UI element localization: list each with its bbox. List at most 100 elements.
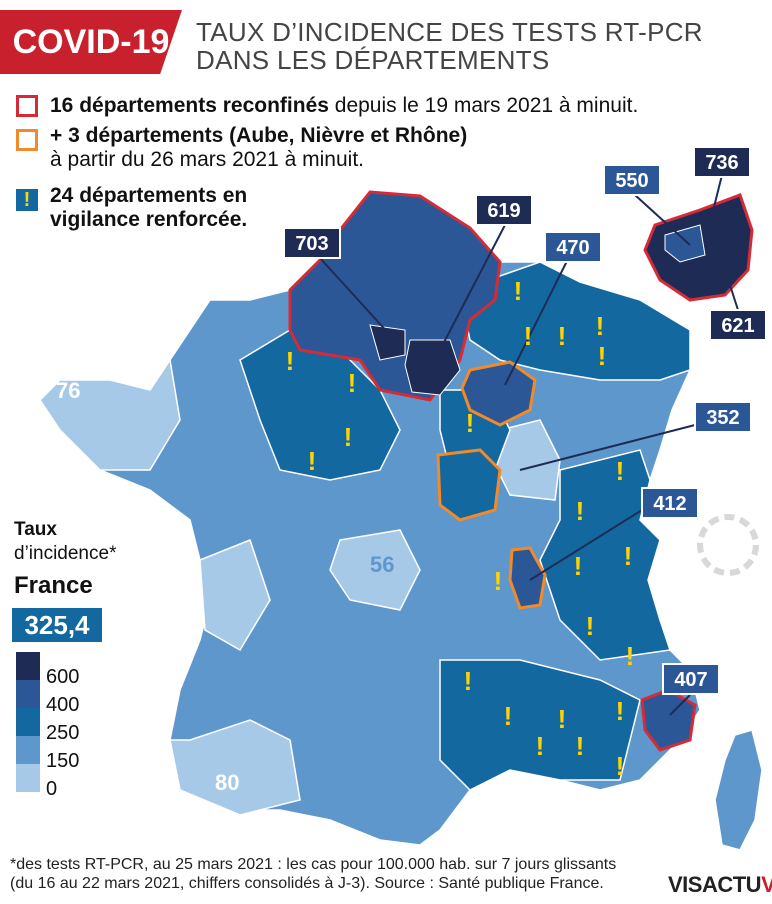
- region-paris-dark: [404, 339, 461, 396]
- callout-470: 470: [544, 231, 602, 263]
- callout-621-label: 621: [721, 315, 754, 337]
- alert-icon: !: [616, 456, 625, 486]
- alert-markers: ! ! ! ! ! ! ! ! ! ! ! ! ! ! ! ! ! ! ! ! …: [286, 276, 635, 781]
- incidence-label-line1: Taux: [14, 519, 57, 540]
- region-paris-ring: [369, 324, 406, 361]
- scale-swatch: [16, 652, 40, 680]
- region-light-west2: [199, 539, 271, 652]
- alert-icon: !: [586, 611, 595, 641]
- footnote: *des tests RT-PCR, au 25 mars 2021 : les…: [10, 855, 616, 893]
- scale-swatch: [16, 736, 40, 764]
- alert-icon: !: [536, 731, 545, 761]
- alert-icon: !: [576, 496, 585, 526]
- map-label-56: 56: [370, 552, 394, 577]
- legend-reconfined-bold: 16 départements reconfinés: [50, 94, 329, 117]
- region-mid-south: [439, 659, 641, 791]
- callout-407: 407: [662, 663, 720, 695]
- callout-412: 412: [641, 487, 699, 519]
- red-outline-swatch: [16, 95, 38, 117]
- alert-icon: !: [494, 566, 503, 596]
- region-light-west: [39, 358, 181, 471]
- scale-swatch: [16, 764, 40, 792]
- callout-703-label: 703: [295, 233, 328, 255]
- footnote-line2: (du 16 au 22 mars 2021, chiffers consoli…: [10, 875, 604, 892]
- alert-icon: !: [616, 751, 625, 781]
- scale-label: 150: [46, 750, 80, 772]
- title-line-1: TAUX D’INCIDENCE DES TESTS RT-PCR: [196, 17, 703, 47]
- dept-rhone: [508, 546, 547, 610]
- callout-550-label: 550: [615, 170, 648, 192]
- alert-icon: !: [616, 696, 625, 726]
- legend-reconfined-rest: depuis le 19 mars 2021 à minuit.: [328, 94, 639, 117]
- callout-736-label: 736: [705, 152, 738, 174]
- visactu-logo: VISACTUV: [668, 872, 772, 898]
- alert-icon: !: [466, 408, 475, 438]
- alert-icon: !: [574, 551, 583, 581]
- callout-619: 619: [475, 194, 533, 226]
- map-label-76: 76: [56, 378, 80, 403]
- region-mid-east: [459, 261, 691, 381]
- legend-orange-line2: à partir du 26 mars 2021 à minuit.: [50, 148, 364, 171]
- callout-703: 703: [283, 227, 341, 259]
- france-value: 325,4: [12, 608, 102, 642]
- alert-icon: !: [598, 341, 607, 371]
- scale-swatch: [16, 708, 40, 736]
- scale-swatch: [16, 680, 40, 708]
- alert-icon: !: [596, 311, 605, 341]
- callout-407-label: 407: [674, 669, 707, 691]
- legend-orange: + 3 départements (Aube, Nièvre et Rhône)…: [16, 124, 467, 172]
- region-light-center: [329, 529, 421, 611]
- alert-icon: !: [558, 321, 567, 351]
- alert-icon: !: [504, 701, 513, 731]
- alert-icon: !: [464, 666, 473, 696]
- region-mid-alps: [539, 449, 671, 661]
- alert-swatch-icon: !: [16, 189, 38, 211]
- corsica: [714, 729, 763, 851]
- callout-412-label: 412: [653, 493, 686, 515]
- legend-reconfined: 16 départements reconfinés depuis le 19 …: [16, 94, 638, 118]
- scale-label: 0: [46, 778, 58, 800]
- region-light-southwest: [169, 719, 301, 816]
- logo-part1: VIS: [668, 872, 702, 897]
- alert-icon: !: [344, 422, 353, 452]
- logo-part2: ACTU: [701, 872, 762, 897]
- alert-icon: !: [624, 541, 633, 571]
- incidence-label: Taux d’incidence*: [14, 518, 116, 566]
- orange-outline-swatch: [16, 129, 38, 151]
- scale-label: 600: [46, 666, 80, 688]
- logo-mark-icon: V: [761, 872, 772, 897]
- alert-icon: !: [576, 731, 585, 761]
- legend-orange-bold: + 3 départements (Aube, Nièvre et Rhône): [50, 124, 468, 147]
- alert-icon: !: [286, 346, 295, 376]
- footnote-line1: *des tests RT-PCR, au 25 mars 2021 : les…: [10, 856, 617, 873]
- title-line-2: DANS LES DÉPARTEMENTS: [196, 45, 550, 75]
- callout-352: 352: [694, 401, 752, 433]
- scale-label: 400: [46, 694, 80, 716]
- callout-352-label: 352: [706, 407, 739, 429]
- alert-icon: !: [626, 641, 635, 671]
- alert-icon: !: [308, 446, 317, 476]
- callout-470-label: 470: [556, 237, 589, 259]
- alert-icon: !: [524, 321, 533, 351]
- paris-inset-inner: [664, 224, 706, 263]
- scale-label: 250: [46, 722, 80, 744]
- callout-550: 550: [603, 164, 661, 196]
- page-title: TAUX D’INCIDENCE DES TESTS RT-PCR DANS L…: [196, 18, 703, 74]
- callout-736: 736: [693, 146, 751, 178]
- legend-vigilance-line1: 24 départements en: [50, 184, 248, 207]
- france-label: France: [14, 572, 93, 599]
- map-label-80: 80: [215, 770, 239, 795]
- covid-badge: COVID-19: [0, 10, 182, 74]
- dept-nievre: [436, 448, 502, 522]
- leader-lines: [319, 174, 739, 716]
- virus-decoration-icon: [697, 514, 759, 576]
- legend-vigilance-line2: vigilance renforcée.: [50, 208, 248, 231]
- legend-vigilance: ! 24 départements en vigilance renforcée…: [16, 184, 247, 232]
- callout-621: 621: [709, 309, 767, 341]
- alert-icon: !: [348, 368, 357, 398]
- incidence-label-line2: d’incidence*: [14, 543, 117, 564]
- alert-icon: !: [514, 276, 523, 306]
- callout-619-label: 619: [487, 200, 520, 222]
- alert-icon: !: [558, 704, 567, 734]
